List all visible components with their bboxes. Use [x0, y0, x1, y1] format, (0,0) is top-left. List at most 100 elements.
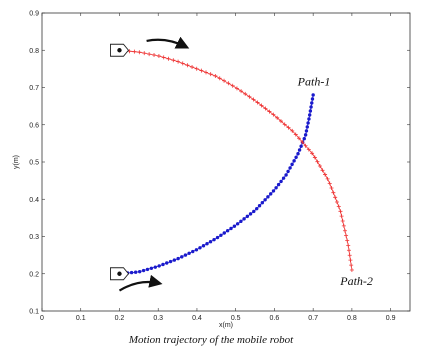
x-axis-label: x(m)	[219, 322, 233, 329]
data-point	[222, 231, 226, 235]
data-point	[176, 59, 181, 64]
data-point	[248, 212, 253, 216]
y-tick-label: 0.8	[29, 48, 39, 55]
data-point	[260, 201, 265, 205]
data-point	[286, 169, 290, 174]
data-point	[137, 269, 142, 274]
data-point	[149, 266, 154, 270]
data-point	[259, 103, 264, 108]
data-point	[341, 223, 346, 228]
data-point	[213, 73, 218, 78]
data-point	[198, 246, 202, 250]
data-point	[303, 133, 308, 137]
data-point	[346, 248, 351, 253]
data-point	[271, 189, 276, 193]
data-point	[339, 214, 344, 219]
data-point	[331, 190, 336, 195]
data-point	[303, 143, 308, 148]
data-point	[276, 182, 281, 187]
y-tick-label: 0.4	[29, 197, 39, 204]
data-point	[302, 136, 306, 141]
data-point	[171, 58, 176, 63]
data-point	[156, 54, 161, 59]
data-point	[225, 229, 230, 233]
data-point	[300, 139, 305, 144]
data-point	[296, 152, 300, 156]
data-point	[187, 251, 191, 256]
data-point	[310, 97, 315, 101]
data-point	[153, 265, 157, 269]
data-point	[185, 63, 190, 68]
data-point	[305, 125, 309, 129]
data-point	[317, 163, 322, 168]
data-point	[145, 267, 150, 272]
data-point	[212, 237, 216, 242]
data-point	[315, 159, 320, 164]
data-point	[152, 53, 157, 58]
data-point	[176, 256, 180, 261]
direction-arrow	[146, 36, 190, 49]
data-point	[215, 235, 220, 240]
data-point	[263, 198, 267, 202]
data-point	[194, 248, 199, 252]
path-label: Path-2	[339, 274, 373, 288]
data-point	[346, 243, 351, 248]
data-point	[308, 109, 313, 113]
data-point	[172, 258, 177, 262]
figure-caption: Motion trajectory of the mobile robot	[128, 334, 294, 346]
data-point	[133, 270, 138, 274]
y-tick-label: 0.3	[29, 234, 39, 241]
data-point	[310, 101, 314, 105]
data-point	[284, 173, 288, 177]
data-point	[275, 115, 280, 120]
data-point	[293, 132, 298, 137]
series-1	[117, 93, 315, 276]
direction-arrow	[118, 274, 163, 292]
y-tick-label: 0.9	[29, 11, 39, 18]
data-point	[334, 199, 339, 204]
motion-arrows	[118, 36, 190, 292]
data-point	[161, 262, 165, 267]
data-point	[137, 50, 142, 55]
data-point	[239, 219, 243, 224]
data-point	[307, 117, 311, 121]
y-tick-label: 0.7	[29, 85, 39, 92]
data-point	[345, 238, 350, 243]
x-tick-label: 0.1	[76, 315, 86, 322]
data-point	[168, 259, 173, 264]
data-point	[166, 56, 171, 61]
data-point	[340, 219, 345, 224]
data-point	[306, 147, 311, 152]
data-point	[278, 119, 283, 124]
x-tick-label: 0.4	[192, 315, 202, 322]
data-point	[307, 113, 312, 117]
data-point	[219, 233, 223, 237]
data-point	[297, 148, 302, 152]
data-point	[349, 263, 354, 268]
data-point	[274, 186, 278, 190]
data-point	[290, 128, 295, 133]
data-point	[180, 255, 184, 259]
data-point	[323, 172, 328, 177]
robots	[110, 43, 130, 281]
data-point	[190, 64, 195, 69]
data-point	[217, 76, 222, 81]
trajectory-chart: 0 0.1 0.2 0.3 0.4 0.5 0.6 0.7 0.8 0.90.10.20.30.4…	[13, 11, 411, 329]
data-point	[165, 261, 169, 265]
data-point	[226, 81, 231, 86]
y-tick-label: 0.1	[29, 309, 39, 316]
data-point	[288, 166, 292, 170]
data-point	[348, 258, 353, 263]
data-point	[234, 86, 239, 91]
data-point	[336, 204, 341, 209]
data-point	[161, 55, 166, 60]
data-point	[312, 155, 317, 160]
data-point	[257, 203, 262, 208]
data-point	[268, 192, 273, 196]
data-series	[117, 48, 354, 276]
data-point	[191, 249, 195, 254]
data-point	[292, 159, 296, 163]
data-point	[129, 270, 134, 275]
x-tick-label: 0.8	[347, 315, 357, 322]
x-tick-label: 0.3	[153, 315, 163, 322]
